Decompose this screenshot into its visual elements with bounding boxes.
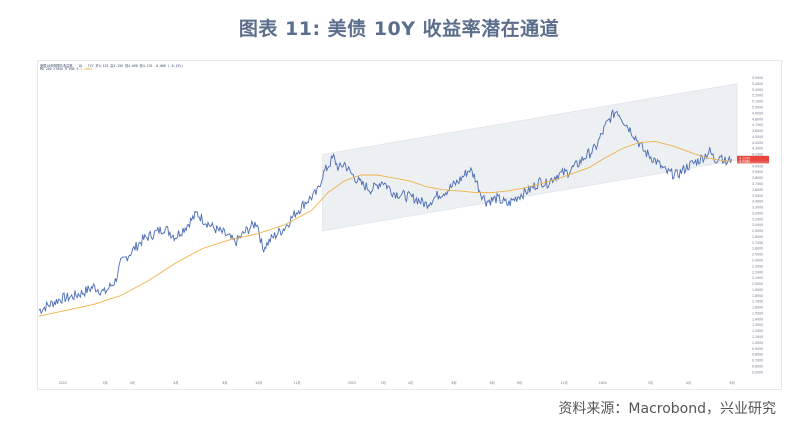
y-tick-label: 1.0000 [752,341,763,345]
y-tick-label: 3.8000 [752,176,763,180]
y-tick-label: 1.4000 [752,317,763,321]
y-tick-label: 5.3000 [752,88,763,92]
y-tick-label: 4.2000 [752,153,763,157]
y-tick-label: 2.5000 [752,253,763,257]
series-ma-line [38,140,732,317]
y-tick-label: 0.6000 [752,364,763,368]
y-tick-label: 4.8000 [752,117,763,121]
source-note: 资料来源：Macrobond，兴业研究 [558,401,776,417]
y-tick-label: 1.1000 [752,335,763,339]
ma-price-tag-bg [737,159,769,164]
y-tick-label: 3.7000 [752,182,763,186]
x-tick-label: 3月 [648,381,653,385]
x-tick-label: 11月 [561,381,568,385]
y-tick-label: 3.5000 [752,194,763,198]
y-tick-label: 1.2000 [752,329,763,333]
y-tick-label: 1.3000 [752,323,763,327]
y-tick-label: 5.0000 [752,106,763,110]
y-tick-label: 5.2000 [752,94,763,98]
y-tick-label: 0.8000 [752,353,763,357]
ma-price-tag: 4.0980 [739,159,750,163]
series-price-line [38,109,732,315]
y-tick-label: 3.6000 [752,188,763,192]
y-tick-label: 4.3000 [752,147,763,151]
x-tick-label: 3月 [102,381,107,385]
x-tick-label: 10月 [255,381,262,385]
y-tick-label: 5.4000 [752,82,763,86]
series-layer [38,109,732,317]
x-tick-label: 2022 [59,381,67,385]
y-tick-label: 4.6000 [752,129,763,133]
y-tick-label: 1.6000 [752,306,763,310]
y-tick-label: 4.4000 [752,141,763,145]
current-price-tag: 4.1250 [739,157,750,161]
y-tick-label: 3.9000 [752,170,763,174]
y-tick-label: 3.0000 [752,223,763,227]
x-tick-label: 11月 [293,381,300,385]
x-tick-label: 9月 [517,381,522,385]
y-axis: 5.5000 5.4000 5.3000 5.2000 5.1000 5.00004.90… [752,76,763,374]
y-tick-label: 1.8000 [752,294,763,298]
y-tick-label: 4.5000 [752,135,763,139]
legend-line-1: 美国10年期国债收益率 · 1D · TVC 开4.123 高4.156 低4.… [40,64,184,68]
y-tick-label: 2.2000 [752,270,763,274]
chart-title: 图表 11: 美债 10Y 收益率潜在通道 [238,18,560,40]
current-price-tag-bg [737,155,769,161]
x-axis: 2022 3月 4月 6月 8月 10月 11月 2023 3月 4月 6月 8月 9月 11月 2024 3… [59,381,735,385]
x-tick-label: 4月 [130,381,135,385]
y-tick-label: 2.9000 [752,229,763,233]
y-tick-label: 2.0000 [752,282,763,286]
x-tick-label: 8月 [490,381,495,385]
channel-band [322,83,738,232]
y-tick-label: 2.7000 [752,241,763,245]
legend-line-2: MA 200 close 0 SMA 9 4.2064 [40,67,92,71]
y-tick-label: 4.7000 [752,123,763,127]
x-tick-label: 8月 [222,381,227,385]
x-tick-label: 2024 [599,381,607,385]
y-tick-label: 2.4000 [752,259,763,263]
y-tick-label: 2.1000 [752,276,763,280]
y-tick-label: 5.1000 [752,100,763,104]
y-tick-label: 2.3000 [752,264,763,268]
y-tick-label: 1.7000 [752,300,763,304]
yield-chart: 5.5000 5.4000 5.3000 5.2000 5.1000 5.00004.90… [38,76,769,385]
y-tick-label: 3.2000 [752,211,763,215]
x-tick-label: 6月 [173,381,178,385]
y-tick-label: 0.9000 [752,347,763,351]
y-tick-label: 0.7000 [752,359,763,363]
y-tick-label: 3.1000 [752,217,763,221]
y-tick-label: 3.3000 [752,206,763,210]
y-tick-label: 2.6000 [752,247,763,251]
y-tick-label: 4.0000 [752,164,763,168]
y-tick-label: 1.9000 [752,288,763,292]
x-tick-label: 6月 [730,381,735,385]
channel-area [322,83,738,232]
x-tick-label: 6月 [451,381,456,385]
y-tick-label: 2.8000 [752,235,763,239]
legend-ma-value: 4.2064 [80,67,92,71]
y-tick-label: 3.4000 [752,200,763,204]
x-tick-label: 2023 [348,381,356,385]
x-tick-label: 4月 [408,381,413,385]
x-tick-label: 3月 [381,381,386,385]
y-tick-label: 0.5000 [752,370,763,374]
x-tick-label: 4月 [686,381,691,385]
y-tick-label: 4.9000 [752,111,763,115]
y-tick-label: 1.5000 [752,311,763,315]
y-tick-label: 5.5000 [752,76,763,80]
legend-ma-text: MA 200 close 0 SMA 9 [40,67,79,71]
